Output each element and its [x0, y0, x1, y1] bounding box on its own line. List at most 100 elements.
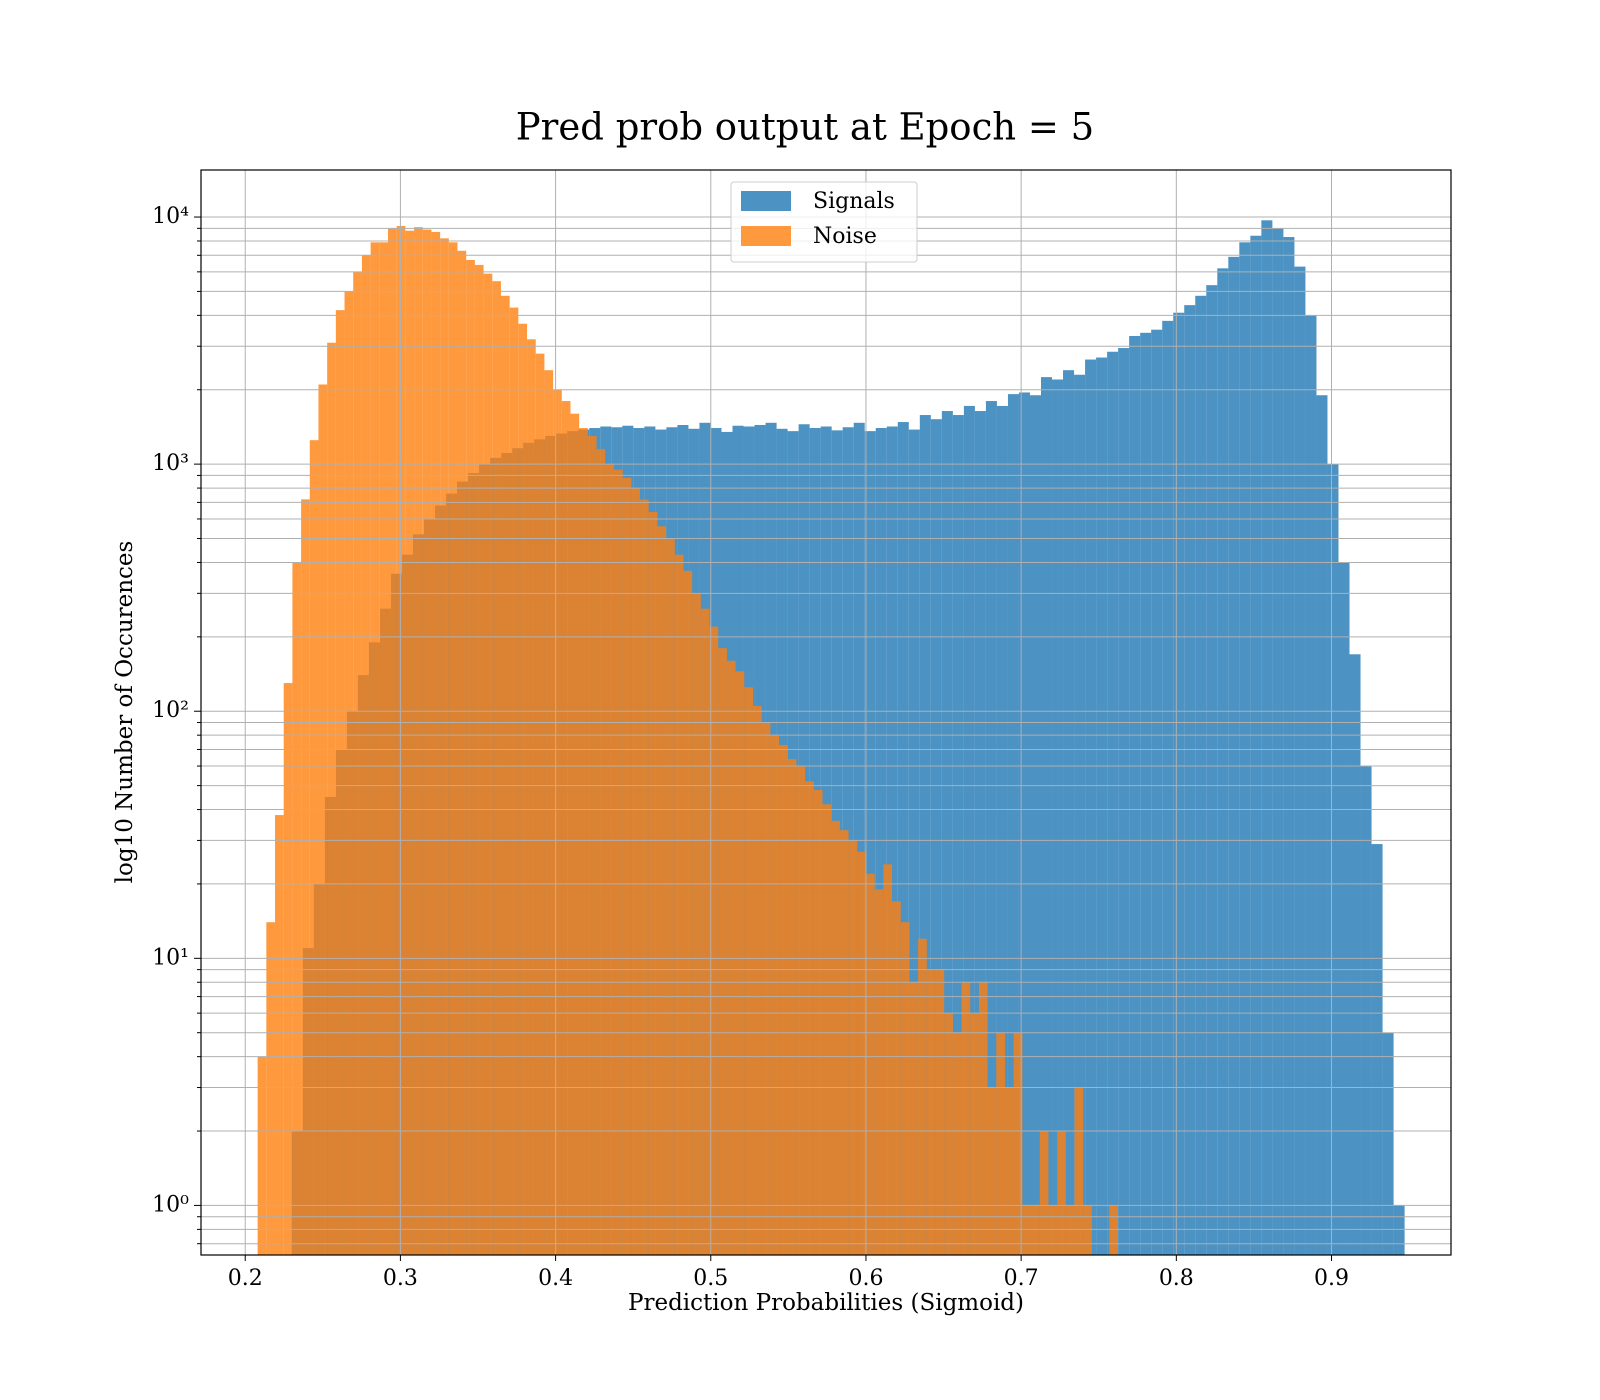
legend-swatch [741, 226, 791, 246]
histogram-bar [414, 227, 423, 1255]
x-tick-label: 0.7 [1004, 1266, 1039, 1291]
histogram-bar [985, 401, 997, 1255]
histogram-bar [596, 449, 606, 1255]
histogram-bar [622, 477, 632, 1255]
histogram-bar [1162, 320, 1174, 1255]
histogram-bar [822, 804, 832, 1255]
histogram-bar [1007, 394, 1019, 1255]
histogram-bar [941, 411, 953, 1255]
histogram-bar [448, 242, 458, 1255]
histogram-bar [1085, 359, 1097, 1255]
histogram-bar [1013, 1032, 1023, 1255]
histogram-bar [761, 722, 771, 1255]
histogram-bar [570, 413, 580, 1255]
histogram-bar [1294, 266, 1306, 1255]
histogram-bar [787, 759, 797, 1255]
x-axis-label: Prediction Probabilities (Sigmoid) [628, 1290, 1024, 1316]
histogram-bar [431, 231, 441, 1255]
y-tick-label: 10⁴ [152, 204, 189, 229]
histogram-bar [1206, 285, 1218, 1255]
histogram-bar [466, 260, 475, 1255]
histogram-bar [1250, 235, 1262, 1255]
histogram-bar [918, 938, 927, 1255]
histogram-bar [1228, 256, 1240, 1255]
histogram-bar [370, 242, 380, 1255]
histogram-bar [1083, 1205, 1092, 1255]
histogram-bar [935, 969, 945, 1255]
histogram-bar [1005, 1087, 1014, 1255]
histogram-bar [379, 242, 388, 1255]
histogram-bar [1173, 312, 1185, 1255]
histogram-bar [770, 735, 780, 1255]
histogram-bar [1029, 395, 1042, 1255]
histogram-bar [1283, 237, 1295, 1255]
histogram-bar [422, 229, 432, 1255]
histogram-bar [657, 526, 667, 1255]
histogram-bar [919, 415, 931, 1255]
histogram-bar [744, 687, 753, 1255]
histogram-bar [335, 310, 345, 1255]
histogram-bar [1074, 374, 1086, 1255]
histogram-bar [974, 411, 986, 1255]
histogram-bar [875, 428, 887, 1255]
histogram-bar [605, 464, 614, 1255]
histogram-bar [839, 830, 849, 1255]
legend-swatch [741, 191, 791, 211]
histogram-bar [952, 1032, 962, 1255]
histogram-bar [500, 295, 510, 1255]
histogram-bar [1109, 1205, 1118, 1255]
histogram-bar [1316, 395, 1328, 1255]
histogram-bar [318, 384, 328, 1255]
histogram-bar [640, 499, 649, 1255]
histogram-bar [1041, 377, 1053, 1255]
histogram-bar [1031, 1205, 1040, 1255]
histogram-bar [344, 291, 354, 1255]
histogram-bar [908, 429, 920, 1255]
histogram-bar [1063, 370, 1075, 1255]
histogram-bar [1018, 392, 1030, 1255]
x-tick-label: 0.2 [228, 1266, 263, 1291]
histogram-bar [1272, 228, 1284, 1255]
plot-area [201, 170, 1451, 1255]
histogram-bar [1048, 1205, 1058, 1255]
histogram-bar [692, 593, 701, 1255]
histogram-bar [1151, 329, 1163, 1255]
histogram-bar [309, 440, 319, 1255]
histogram-bar [492, 281, 501, 1255]
legend-label: Signals [813, 189, 895, 214]
x-tick-label: 0.6 [848, 1266, 883, 1291]
histogram-bar [613, 469, 623, 1255]
histogram-bar [970, 1013, 979, 1255]
histogram-bar [1371, 844, 1383, 1255]
histogram-bar [1057, 1131, 1066, 1255]
legend-label: Noise [813, 224, 877, 249]
histogram-bar [544, 370, 554, 1255]
histogram-bar [509, 307, 519, 1255]
histogram-bar [1039, 1131, 1049, 1255]
histogram-bar [1327, 464, 1339, 1255]
histogram-bar [735, 671, 745, 1255]
histogram-bar [440, 238, 449, 1255]
histogram-bar [535, 353, 545, 1255]
histogram-bar [892, 901, 901, 1255]
histogram-bar [553, 389, 562, 1255]
histogram-bar [1195, 295, 1207, 1255]
histogram-bar [996, 405, 1008, 1255]
histogram-bar [1239, 242, 1251, 1255]
histogram-bar [926, 969, 936, 1255]
histogram-bar [1217, 268, 1229, 1255]
histogram-bar [883, 864, 893, 1255]
histogram-bar [805, 781, 814, 1255]
y-axis-label: log10 Number of Occurences [112, 541, 138, 884]
x-tick-label: 0.9 [1314, 1266, 1349, 1291]
histogram-bar [963, 405, 975, 1255]
histogram-bar [944, 1013, 953, 1255]
x-tick-label: 0.8 [1159, 1266, 1194, 1291]
histogram-bar [1338, 562, 1350, 1255]
histogram-bar [674, 554, 684, 1255]
histogram-bar [283, 683, 293, 1255]
y-tick-label: 10⁰ [152, 1192, 189, 1217]
histogram-bar [518, 323, 528, 1255]
histogram-bar [361, 255, 371, 1255]
histogram-bar [952, 415, 964, 1255]
